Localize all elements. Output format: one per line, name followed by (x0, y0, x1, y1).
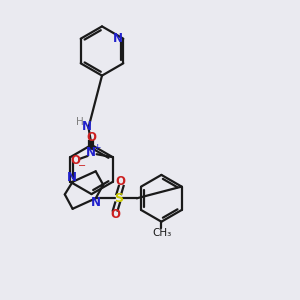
Text: O: O (86, 131, 96, 144)
Text: N: N (91, 196, 101, 209)
Text: +: + (93, 143, 100, 152)
Text: CH₃: CH₃ (152, 228, 172, 238)
Text: N: N (113, 32, 123, 45)
Text: N: N (86, 146, 96, 159)
Text: N: N (82, 119, 92, 133)
Text: H: H (76, 117, 84, 127)
Text: S: S (114, 192, 123, 205)
Text: O: O (116, 175, 126, 188)
Text: −: − (78, 161, 86, 171)
Text: O: O (70, 154, 81, 167)
Text: N: N (67, 171, 77, 184)
Text: O: O (111, 208, 121, 221)
